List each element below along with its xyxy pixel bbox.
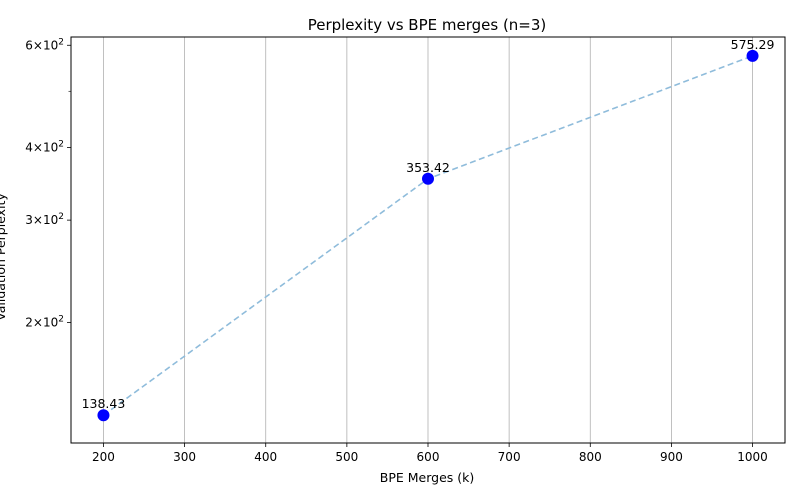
x-tick-label: 900 [660, 450, 683, 464]
data-label: 575.29 [731, 37, 775, 52]
x-axis-label: BPE Merges (k) [380, 470, 474, 485]
data-point [422, 172, 434, 185]
data-point [97, 409, 110, 422]
y-axis-label: Validation Perplexity [0, 193, 8, 321]
x-tick-label: 800 [579, 450, 602, 464]
x-axis-ticks: 200 300 400 500 600 700 800 900 1000 [92, 443, 768, 464]
chart-title: Perplexity vs BPE merges (n=3) [308, 16, 547, 34]
data-label: 353.42 [406, 160, 450, 175]
x-tick-label: 300 [173, 450, 196, 464]
x-tick-label: 200 [92, 450, 115, 464]
y-tick-label: 4×102 [25, 140, 64, 155]
data-label: 138.43 [82, 396, 126, 411]
plot-frame [70, 36, 786, 444]
series-perplexity [97, 49, 759, 422]
y-tick-label: 6×102 [25, 37, 64, 52]
x-tick-label: 400 [254, 450, 277, 464]
x-tick-label: 1000 [737, 450, 768, 464]
grid-lines [103, 37, 753, 443]
y-axis-ticks: 2×102 3×102 4×102 6×102 [25, 37, 71, 329]
y-tick-label: 2×102 [25, 314, 64, 329]
x-tick-label: 700 [498, 450, 521, 464]
x-tick-label: 600 [417, 450, 440, 464]
x-tick-label: 500 [335, 450, 358, 464]
data-labels: 138.43 353.42 575.29 [82, 37, 775, 411]
y-tick-label: 3×102 [25, 212, 64, 227]
data-point [746, 49, 759, 62]
